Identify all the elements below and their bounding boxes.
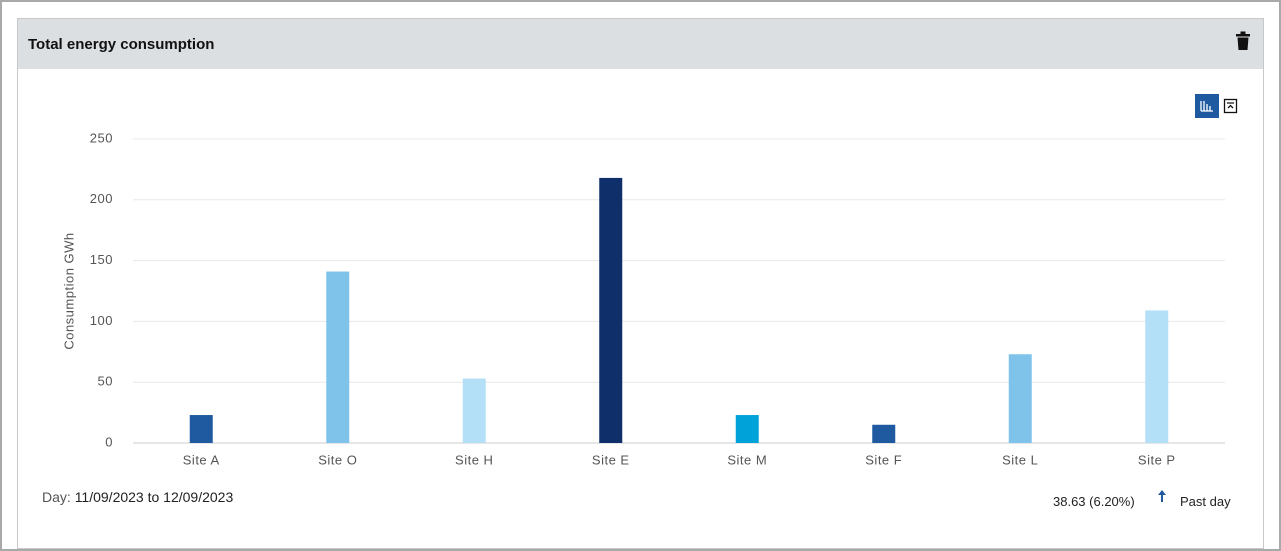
x-tick-label: Site L xyxy=(1002,452,1038,467)
bar xyxy=(735,415,759,443)
y-tick-label: 50 xyxy=(98,374,113,389)
x-tick-label: Site E xyxy=(592,452,630,467)
delete-button[interactable] xyxy=(1235,31,1251,51)
panel-header: Total energy consumption xyxy=(18,19,1263,69)
bar xyxy=(599,177,623,444)
bar xyxy=(462,378,486,443)
panel: Total energy consumption Day: 11/09/2023… xyxy=(17,18,1264,549)
y-tick-label: 200 xyxy=(90,191,113,206)
bar xyxy=(1145,310,1169,443)
period: Day: 11/09/2023 to 12/09/2023 xyxy=(42,489,233,505)
y-axis-label: Consumption GWh xyxy=(61,232,76,349)
period-range: 11/09/2023 to 12/09/2023 xyxy=(74,489,234,505)
comparison-label: Past day xyxy=(1180,494,1231,509)
x-tick-label: Site P xyxy=(1138,452,1176,467)
x-tick-label: Site A xyxy=(183,452,220,467)
x-tick-label: Site O xyxy=(318,452,357,467)
bar xyxy=(326,271,350,443)
panel-title: Total energy consumption xyxy=(28,36,215,53)
x-tick-label: Site M xyxy=(727,452,767,467)
bar-view-toggle[interactable] xyxy=(1195,94,1219,118)
period-label: Day: xyxy=(42,489,71,505)
change-value: 38.63 (6.20%) xyxy=(1053,494,1135,509)
trend-arrow xyxy=(1158,490,1166,502)
x-tick-label: Site H xyxy=(455,452,493,467)
bar xyxy=(189,415,213,443)
x-tick-label: Site F xyxy=(865,452,902,467)
y-tick-label: 0 xyxy=(105,434,113,449)
bar xyxy=(872,424,896,443)
table-view-toggle[interactable] xyxy=(1223,98,1239,114)
y-tick-label: 250 xyxy=(90,130,113,145)
y-tick-label: 100 xyxy=(90,313,113,328)
y-tick-label: 150 xyxy=(90,252,113,267)
bar xyxy=(1008,354,1032,443)
